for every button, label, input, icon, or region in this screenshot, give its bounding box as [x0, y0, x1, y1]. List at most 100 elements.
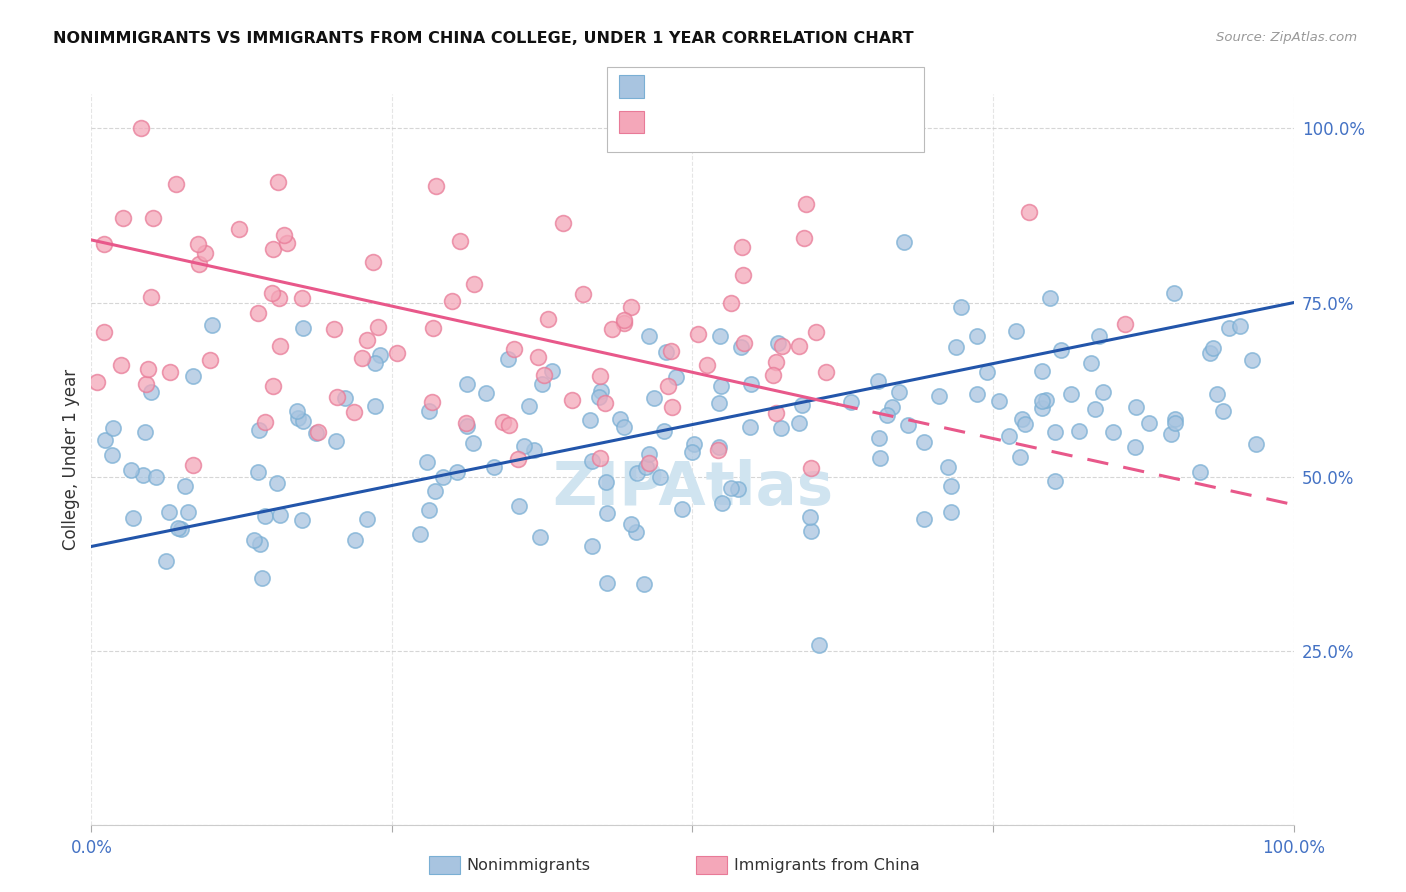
Point	[482, 460, 505, 475]
Point	[709, 329, 731, 343]
Point	[1088, 328, 1111, 343]
Point	[1050, 343, 1073, 357]
Point	[292, 413, 315, 427]
Point	[157, 505, 180, 519]
Point	[681, 445, 703, 459]
Point	[912, 435, 935, 450]
Point	[141, 384, 163, 399]
Point	[1125, 400, 1147, 414]
Point	[720, 296, 742, 310]
Point	[463, 277, 485, 291]
Point	[761, 368, 783, 382]
Point	[765, 406, 787, 420]
Point	[356, 512, 378, 526]
Point	[93, 325, 115, 339]
Text: N =: N =	[783, 113, 814, 131]
Point	[727, 482, 749, 496]
Point	[1080, 356, 1102, 370]
Point	[269, 339, 291, 353]
Point	[738, 419, 761, 434]
Point	[893, 235, 915, 249]
Point	[661, 401, 683, 415]
Point	[1091, 384, 1114, 399]
Point	[595, 506, 617, 520]
Point	[121, 511, 143, 525]
Point	[174, 479, 197, 493]
Point	[581, 453, 603, 467]
Point	[159, 365, 181, 379]
Point	[688, 326, 710, 341]
Text: 0.610: 0.610	[723, 78, 775, 95]
Point	[134, 425, 156, 440]
Point	[181, 458, 204, 473]
Point	[422, 320, 444, 334]
Text: N =: N =	[783, 78, 814, 95]
Point	[620, 516, 643, 531]
Point	[110, 358, 132, 372]
Point	[733, 268, 755, 283]
Point	[446, 465, 468, 479]
Point	[733, 335, 755, 350]
Point	[506, 452, 529, 467]
Point	[938, 460, 960, 475]
Point	[132, 468, 155, 483]
Point	[249, 423, 271, 437]
Point	[682, 437, 704, 451]
Point	[253, 508, 276, 523]
Point	[887, 384, 910, 399]
Point	[1163, 417, 1185, 431]
Point	[253, 415, 276, 429]
Point	[581, 539, 603, 553]
Point	[187, 236, 209, 251]
Point	[633, 577, 655, 591]
Point	[101, 421, 124, 435]
Point	[120, 463, 142, 477]
Point	[262, 379, 284, 393]
Point	[134, 376, 156, 391]
Point	[897, 418, 920, 433]
Point	[787, 339, 810, 353]
Point	[418, 503, 440, 517]
Point	[976, 365, 998, 379]
Point	[243, 533, 266, 548]
Point	[613, 313, 636, 327]
Point	[456, 419, 478, 434]
Point	[177, 505, 200, 519]
Point	[474, 385, 496, 400]
Point	[740, 377, 762, 392]
Point	[1164, 412, 1187, 426]
Y-axis label: College, Under 1 year: College, Under 1 year	[62, 368, 80, 550]
Point	[170, 523, 193, 537]
Point	[626, 467, 648, 481]
Point	[181, 368, 204, 383]
Point	[589, 384, 612, 398]
Point	[596, 575, 619, 590]
Point	[533, 368, 555, 382]
Point	[600, 322, 623, 336]
Point	[1218, 321, 1240, 335]
Point	[561, 393, 583, 408]
Point	[523, 443, 546, 458]
Point	[496, 351, 519, 366]
Point	[808, 638, 831, 652]
Point	[1039, 291, 1062, 305]
Point	[880, 400, 903, 414]
Point	[655, 345, 678, 359]
Point	[1137, 417, 1160, 431]
Point	[267, 291, 290, 305]
Point	[1014, 417, 1036, 432]
Point	[866, 374, 889, 388]
Point	[652, 424, 675, 438]
Point	[1229, 318, 1251, 333]
Point	[806, 325, 828, 339]
Point	[246, 465, 269, 479]
Point	[589, 368, 612, 383]
Point	[1189, 465, 1212, 479]
Point	[636, 459, 658, 474]
Point	[273, 227, 295, 242]
Point	[364, 399, 387, 413]
Point	[624, 525, 647, 540]
Point	[1031, 364, 1053, 378]
Text: R =: R =	[652, 113, 683, 131]
Point	[441, 294, 464, 309]
